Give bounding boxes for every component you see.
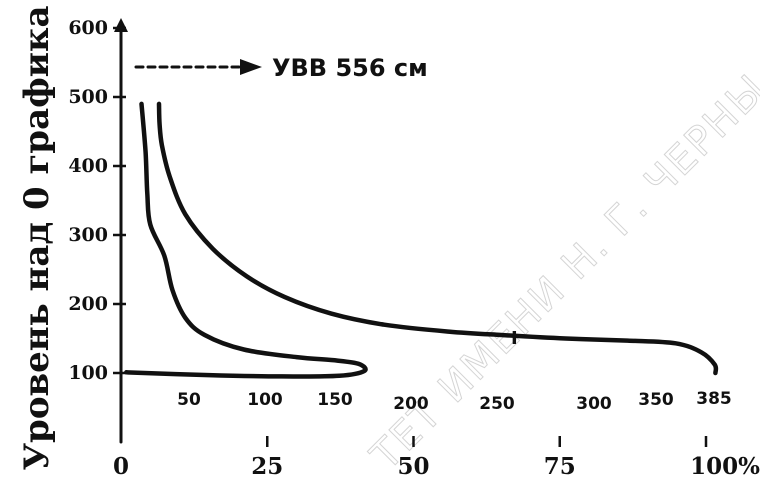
x-tick-label: 25 (251, 453, 283, 477)
y-tick-label: 400 (68, 155, 108, 177)
y-tick-label: 200 (68, 293, 108, 315)
secondary-axis-label: 200 (393, 394, 429, 414)
y-tick-label: 300 (68, 224, 108, 246)
y-ticks: 100 200 300 400 500 600 (68, 17, 126, 384)
secondary-axis-label: 350 (638, 390, 674, 410)
y-tick-label: 500 (68, 86, 108, 108)
y-tick-label: 600 (68, 17, 108, 39)
x-tick-label: 0 (113, 453, 129, 477)
secondary-axis-label: 250 (479, 394, 515, 414)
secondary-axis-label: 300 (576, 394, 612, 414)
watermark-text: ТЕТ ИМЕНИ Н. Г. ЧЕРНЫ (362, 66, 760, 477)
uvv-annotation: УВВ 556 см (136, 54, 428, 82)
series-label: I (511, 328, 518, 349)
uvv-arrowhead (240, 59, 262, 75)
uvv-label: УВВ 556 см (272, 54, 428, 82)
x-ticks: 0 25 50 75 100% (113, 436, 760, 477)
y-axis-label: Уровень над 0 графика (17, 5, 57, 470)
x-tick-label: 75 (544, 453, 576, 477)
secondary-axis-label: 100 (247, 390, 283, 410)
x-tick-label: 100% (690, 453, 760, 477)
secondary-axis-label: 150 (317, 390, 353, 410)
secondary-axis-label: 50 (177, 390, 201, 410)
y-tick-label: 100 (68, 362, 108, 384)
x-tick-label: 50 (397, 453, 429, 477)
watermark: ТЕТ ИМЕНИ Н. Г. ЧЕРНЫ (362, 66, 760, 477)
y-axis-arrow (114, 18, 128, 32)
secondary-axis-label: 385 (696, 389, 732, 409)
